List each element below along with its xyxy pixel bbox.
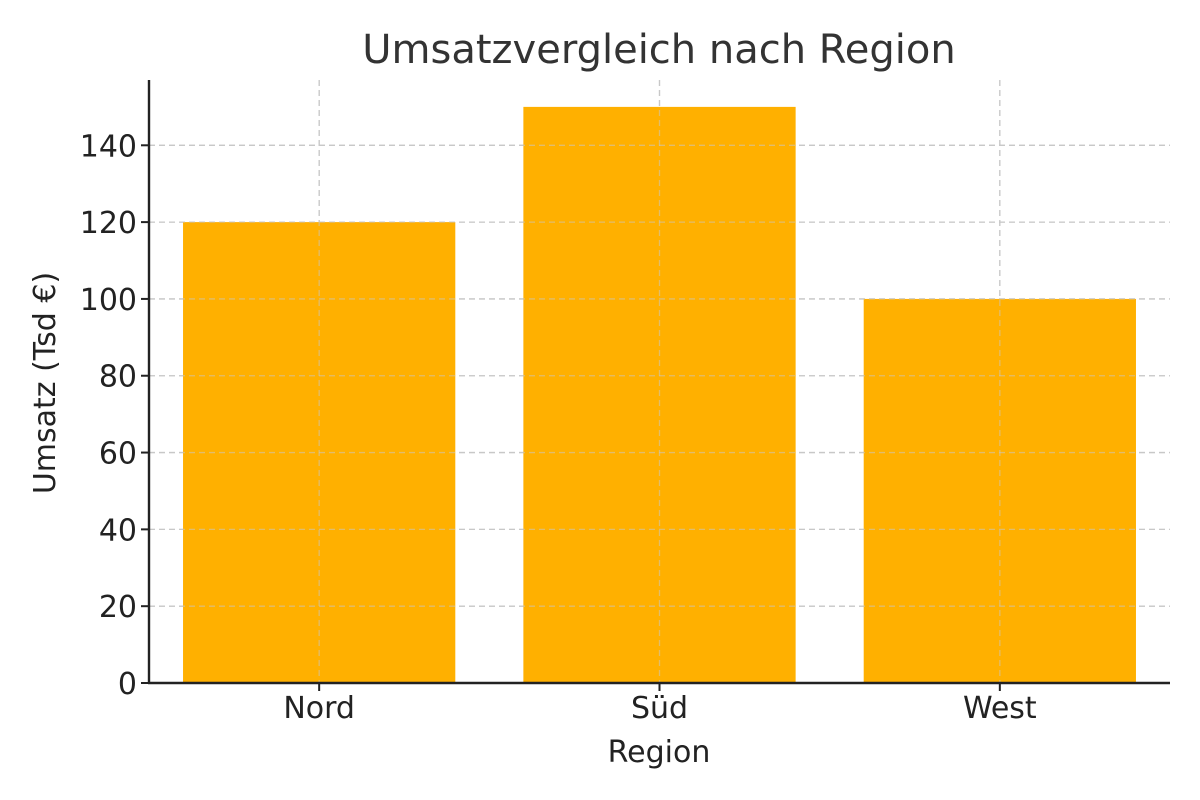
ticks-layer: 0 20 40 60 80 100 120 140 Nord Süd West	[80, 129, 1037, 726]
y-axis-label: Umsatz (Tsd €)	[28, 272, 63, 494]
y-tick-label: 0	[118, 667, 137, 702]
y-tick-label: 120	[80, 206, 137, 241]
y-tick-label: 20	[99, 590, 137, 625]
y-tick-label: 80	[99, 360, 137, 395]
y-tick-label: 40	[99, 513, 137, 548]
y-tick-label: 100	[80, 283, 137, 318]
chart-title: Umsatzvergleich nach Region	[362, 27, 955, 73]
x-tick-label: West	[963, 691, 1037, 726]
y-tick-label: 140	[80, 129, 137, 164]
x-tick-label: Nord	[283, 691, 355, 726]
x-axis-label: Region	[608, 735, 711, 770]
y-tick-label: 60	[99, 437, 137, 472]
x-tick-label: Süd	[631, 691, 688, 726]
